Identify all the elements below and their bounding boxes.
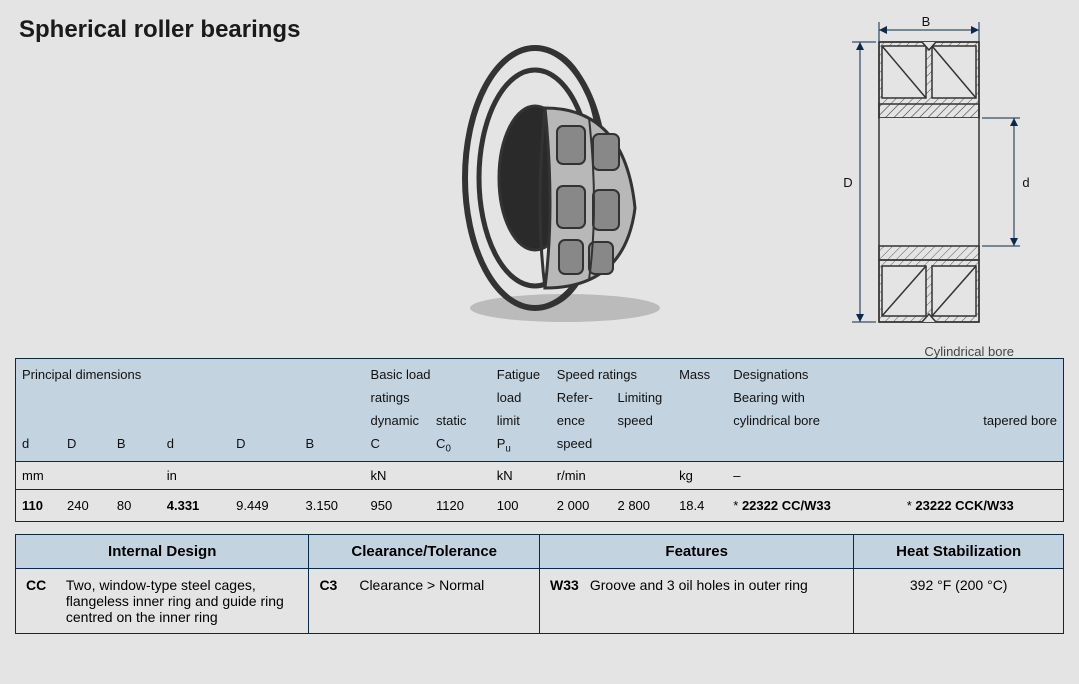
val-C0: 1120 [430, 489, 491, 521]
col-Pu: Pu [491, 432, 551, 461]
val-mass: 18.4 [673, 489, 727, 521]
val-d-in: 4.331 [161, 489, 230, 521]
unit-kN: kN [365, 461, 491, 489]
hdr-limiting: Limiting [611, 386, 673, 409]
hdr-desig: Designations [727, 359, 1063, 387]
val-C: 950 [365, 489, 431, 521]
unit-in: in [161, 461, 365, 489]
val-B-in: 3.150 [300, 489, 365, 521]
feat-hdr-clearance: Clearance/Tolerance [309, 534, 540, 568]
hdr-speed-sub: speed [551, 432, 612, 461]
hdr-dynamic: dynamic [365, 409, 431, 432]
col-B-in: B [300, 432, 365, 461]
spec-table: Principal dimensions Basic load Fatigue … [15, 358, 1064, 522]
hdr-static: static [430, 409, 491, 432]
unit-kN2: kN [491, 461, 551, 489]
hero-area: B D d [15, 48, 1064, 348]
val-D-in: 9.449 [230, 489, 299, 521]
col-B-mm: B [111, 432, 161, 461]
val-ref-speed: 2 000 [551, 489, 612, 521]
dim-label-b: B [922, 14, 931, 29]
val-d-mm: 110 [16, 489, 62, 521]
hdr-bearing-with: Bearing with [727, 386, 900, 409]
hdr-limit: limit [491, 409, 551, 432]
hdr-fatigue: Fatigue [491, 359, 551, 387]
col-C0: C0 [430, 432, 491, 461]
val-Pu: 100 [491, 489, 551, 521]
col-D-mm: D [61, 432, 111, 461]
hdr-ratings: ratings [365, 386, 491, 409]
page: Spherical roller bearings [0, 0, 1079, 684]
hdr-tapered: tapered bore [901, 409, 1064, 432]
val-desig1: * 22322 CC/W33 [727, 489, 900, 521]
hdr-ence: ence [551, 409, 612, 432]
col-D-in: D [230, 432, 299, 461]
bearing-3d-illustration [435, 28, 685, 328]
val-B-mm: 80 [111, 489, 161, 521]
hdr-mass: Mass [673, 359, 727, 387]
table-row: 110 240 80 4.331 9.449 3.150 950 1120 10… [16, 489, 1064, 521]
feat-hdr-features: Features [539, 534, 853, 568]
val-desig2: * 23222 CCK/W33 [901, 489, 1064, 521]
technical-drawing: B D d [804, 12, 1054, 342]
hdr-speed: Speed ratings [551, 359, 673, 387]
val-lim-speed: 2 800 [611, 489, 673, 521]
feat-hdr-internal: Internal Design [16, 534, 309, 568]
unit-dash: – [727, 461, 900, 489]
dim-label-D: D [843, 175, 852, 190]
hdr-basic-load: Basic load [371, 367, 431, 382]
feat-hdr-heat: Heat Stabilization [854, 534, 1064, 568]
hdr-speed2: speed [611, 409, 673, 432]
unit-mm: mm [16, 461, 161, 489]
col-d-mm: d [16, 432, 62, 461]
unit-kg: kg [673, 461, 727, 489]
feat-cell-internal: CC Two, window-type steel cages, flangel… [16, 568, 309, 633]
col-C: C [365, 432, 431, 461]
hdr-load: load [491, 386, 551, 409]
col-d-in: d [161, 432, 230, 461]
feat-cell-features: W33 Groove and 3 oil holes in outer ring [539, 568, 853, 633]
hdr-principal: Principal dimensions [16, 359, 365, 387]
feat-cell-clearance: C3 Clearance > Normal [309, 568, 540, 633]
features-table: Internal Design Clearance/Tolerance Feat… [15, 534, 1064, 634]
hdr-refer: Refer- [551, 386, 612, 409]
hdr-cyl-bore: cylindrical bore [727, 409, 900, 432]
drawing-caption: Cylindrical bore [924, 344, 1014, 359]
val-D-mm: 240 [61, 489, 111, 521]
dim-label-d: d [1022, 175, 1029, 190]
unit-rmin: r/min [551, 461, 673, 489]
feat-cell-heat: 392 °F (200 °C) [854, 568, 1064, 633]
